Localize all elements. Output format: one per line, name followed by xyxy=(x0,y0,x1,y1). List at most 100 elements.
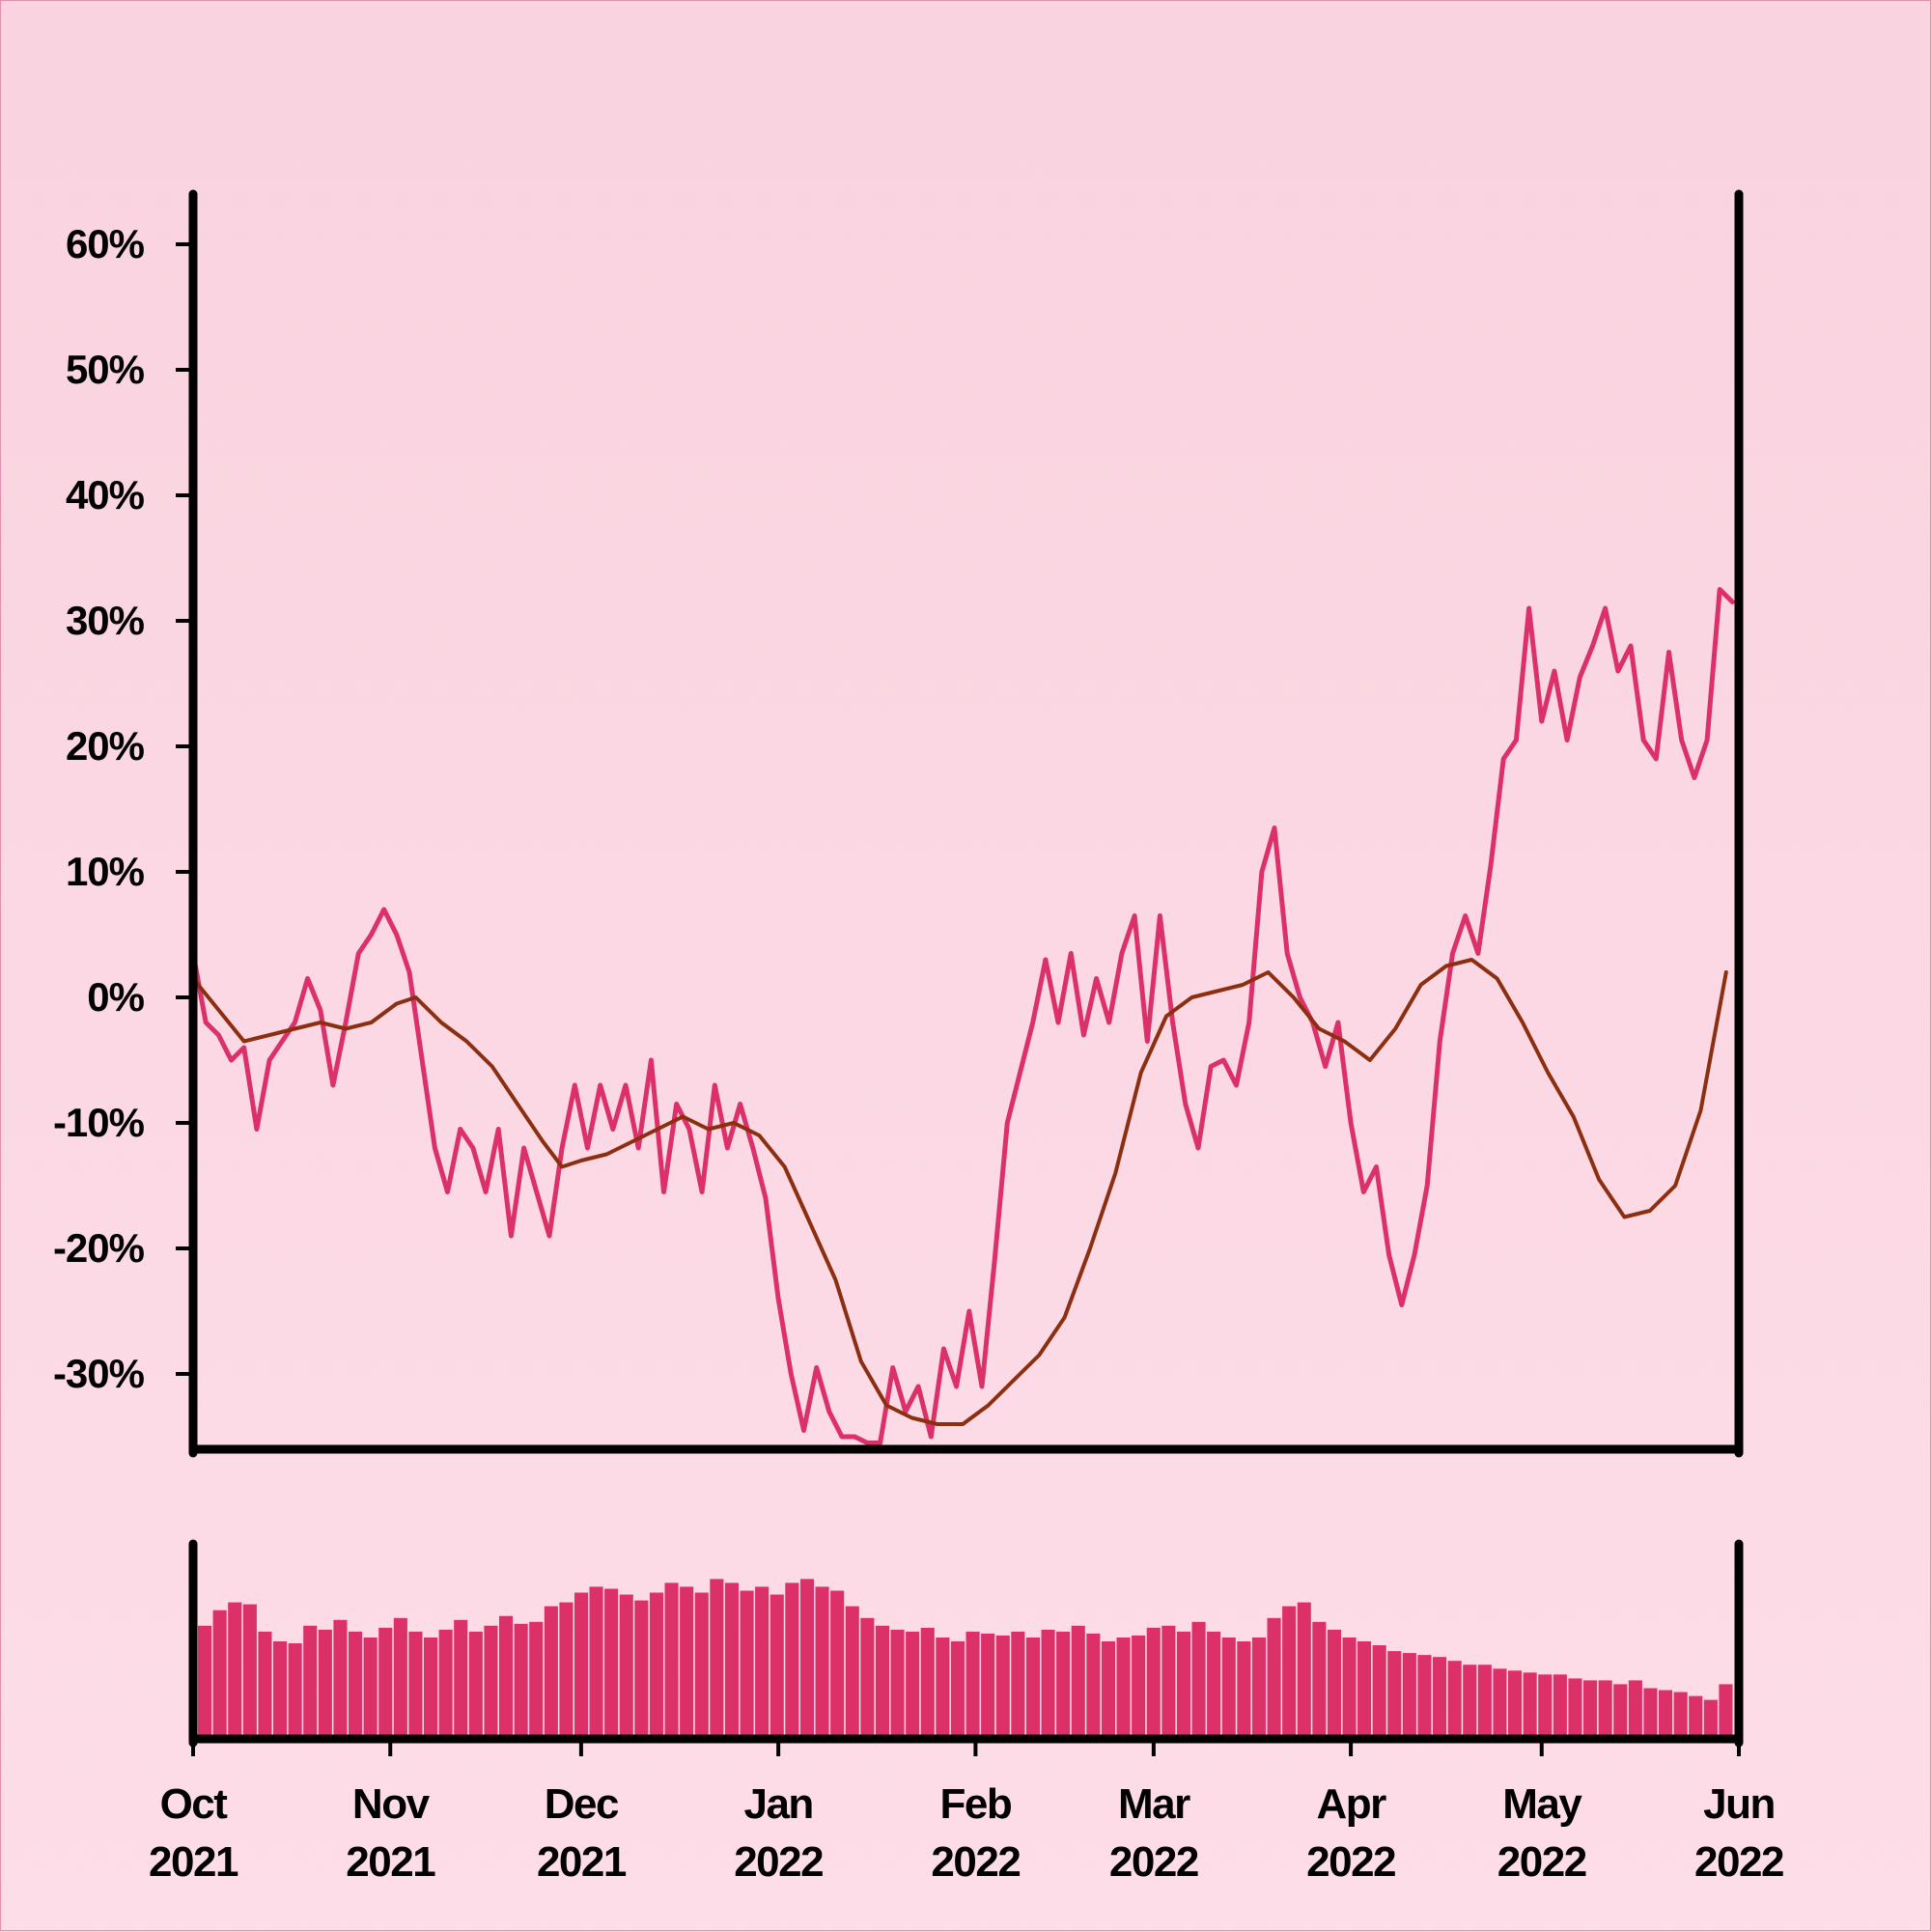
x-tick-label-year: 2022 xyxy=(734,1838,823,1886)
volume-bar xyxy=(1447,1661,1462,1739)
volume-bar xyxy=(349,1631,363,1739)
volume-bar xyxy=(981,1633,995,1739)
volume-bar xyxy=(1025,1638,1040,1739)
volume-bar xyxy=(770,1594,784,1739)
volume-bar xyxy=(724,1582,739,1739)
volume-bar xyxy=(198,1625,212,1739)
volume-bar xyxy=(1659,1690,1673,1739)
volume-bar xyxy=(799,1579,814,1739)
moving-average-line xyxy=(191,958,1728,1426)
x-tick-label-year: 2022 xyxy=(1497,1838,1586,1886)
volume-bar xyxy=(664,1582,679,1739)
volume-bar xyxy=(1146,1627,1161,1739)
y-tick-label: -30% xyxy=(53,1351,145,1396)
volume-panel xyxy=(188,1539,1744,1748)
price-panel: -30% -20% -10% 0% 10% 20% 30% 40% 50% 60% xyxy=(53,189,1744,1458)
volume-bar xyxy=(1538,1674,1553,1739)
volume-bar xyxy=(1357,1641,1372,1739)
volume-bar xyxy=(1327,1629,1341,1739)
volume-bar xyxy=(1251,1638,1266,1739)
volume-bar xyxy=(1101,1641,1115,1739)
y-tick-label: 10% xyxy=(66,849,145,894)
volume-bar xyxy=(393,1617,407,1739)
volume-bar xyxy=(680,1586,694,1739)
volume-bar xyxy=(242,1604,257,1739)
volume-bar xyxy=(378,1627,393,1739)
volume-bar xyxy=(1523,1672,1537,1739)
volume-bar xyxy=(920,1627,935,1739)
x-tick-label-year: 2022 xyxy=(1109,1838,1198,1886)
volume-bar xyxy=(860,1617,875,1739)
volume-bar xyxy=(1056,1631,1071,1739)
volume-bar xyxy=(1267,1617,1281,1739)
x-tick-label-month: Oct xyxy=(160,1780,229,1828)
volume-bar xyxy=(634,1600,649,1739)
x-tick-label-month: Jan xyxy=(743,1780,812,1828)
y-tick-label: -10% xyxy=(53,1100,145,1145)
volume-bar xyxy=(1689,1695,1703,1739)
volume-bar xyxy=(966,1631,980,1739)
volume-bar xyxy=(1463,1665,1477,1739)
volume-bar xyxy=(740,1590,754,1739)
volume-bar xyxy=(468,1631,483,1739)
volume-bar xyxy=(529,1621,544,1739)
y-tick-label: 20% xyxy=(66,723,145,769)
volume-bar xyxy=(995,1635,1010,1739)
x-tick-label-year: 2022 xyxy=(1694,1838,1783,1886)
volume-bar xyxy=(1237,1641,1251,1739)
volume-bar xyxy=(694,1592,709,1739)
volume-bar xyxy=(363,1638,378,1739)
volume-bar xyxy=(1011,1631,1025,1739)
volume-bar xyxy=(1221,1638,1236,1739)
volume-bar xyxy=(815,1586,829,1739)
volume-bar xyxy=(1297,1602,1311,1739)
x-tick-label-year: 2021 xyxy=(537,1838,627,1886)
volume-bar xyxy=(1161,1625,1176,1739)
volume-bar xyxy=(1132,1635,1146,1739)
volume-bar xyxy=(1583,1680,1598,1739)
x-tick-label-month: Nov xyxy=(352,1780,431,1828)
volume-bar xyxy=(318,1629,332,1739)
y-tick-label: 30% xyxy=(66,598,145,643)
volume-bar xyxy=(890,1629,905,1739)
volume-bar xyxy=(258,1631,272,1739)
volume-bar xyxy=(936,1638,950,1739)
y-tick-label: -20% xyxy=(53,1225,145,1271)
x-tick-label-month: May xyxy=(1502,1780,1582,1828)
volume-bar xyxy=(1673,1692,1688,1739)
volume-bar xyxy=(1477,1665,1492,1739)
volume-bar xyxy=(619,1594,633,1739)
return-series-line xyxy=(190,587,1735,1445)
volume-bar xyxy=(212,1610,227,1739)
volume-bar xyxy=(830,1590,845,1739)
volume-bar xyxy=(1207,1631,1221,1739)
y-tick-label: 50% xyxy=(66,347,145,392)
y-tick-label: 60% xyxy=(66,221,145,266)
volume-bar xyxy=(544,1606,558,1739)
volume-bar xyxy=(288,1643,302,1739)
volume-bar xyxy=(1176,1631,1190,1739)
volume-bar xyxy=(1342,1638,1357,1739)
x-tick-label-month: Apr xyxy=(1316,1780,1386,1828)
volume-bar xyxy=(1643,1688,1658,1739)
volume-bar xyxy=(228,1602,242,1739)
volume-bar xyxy=(1568,1678,1582,1739)
volume-bar xyxy=(1086,1633,1101,1739)
volume-bar xyxy=(1598,1680,1612,1739)
volume-bar xyxy=(1071,1625,1085,1739)
volume-bar xyxy=(273,1641,288,1739)
x-tick-label-month: Jun xyxy=(1703,1780,1775,1828)
x-tick-label-year: 2021 xyxy=(149,1838,238,1886)
volume-bar xyxy=(906,1631,920,1739)
volume-bar xyxy=(1703,1699,1718,1739)
volume-bar xyxy=(1628,1680,1642,1739)
volume-bar xyxy=(1719,1684,1733,1739)
volume-bar xyxy=(408,1631,423,1739)
volume-bar xyxy=(499,1615,514,1739)
volume-bar xyxy=(649,1592,663,1739)
volume-bar xyxy=(785,1582,799,1739)
volume-bar xyxy=(333,1619,348,1739)
volume-bar xyxy=(1433,1657,1447,1739)
x-tick-label-year: 2021 xyxy=(346,1838,435,1886)
